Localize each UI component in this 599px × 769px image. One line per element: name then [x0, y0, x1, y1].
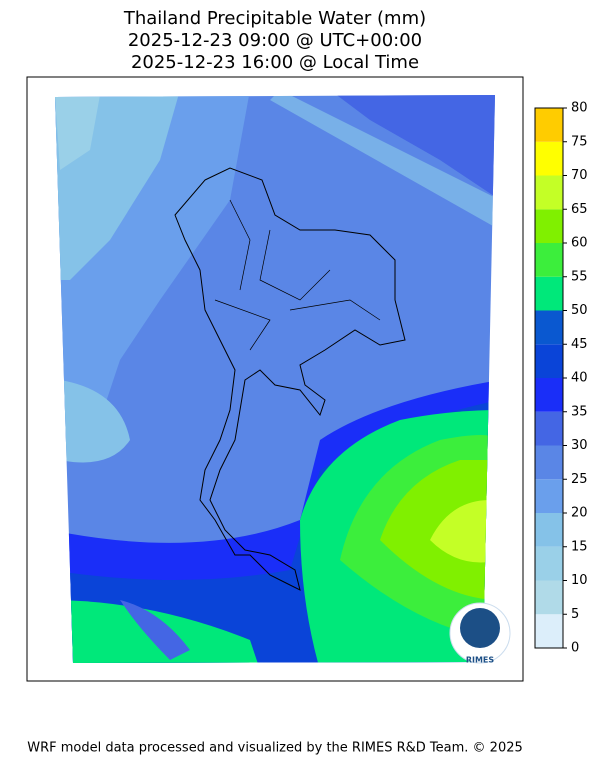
colorbar-tick-label: 25: [571, 472, 588, 487]
logo-globe: [460, 608, 500, 648]
colorbar-tick-label: 35: [571, 404, 588, 419]
colorbar-tick-label: 60: [571, 236, 588, 251]
colorbar-segment: [535, 141, 563, 176]
colorbar-segment: [535, 479, 563, 513]
colorbar-segment: [535, 546, 563, 581]
province-borders: [214, 199, 381, 351]
colorbar-tick-label: 75: [571, 134, 588, 149]
country-outline: [174, 167, 406, 591]
colorbar-tick-label: 20: [571, 506, 588, 521]
title-line: 2025-12-23 09:00 @ UTC+00:00: [128, 30, 422, 51]
footer: WRF model data processed and visualized …: [27, 741, 523, 756]
logo-text: RIMES: [466, 656, 495, 665]
colorbar-tick-label: 40: [571, 371, 588, 386]
colorbar-tick-label: 30: [571, 438, 588, 453]
colorbar-segment: [535, 175, 563, 210]
colorbar-segment: [535, 378, 563, 412]
colorbar-tick-label: 50: [571, 303, 588, 318]
colorbar-segment: [535, 411, 563, 446]
title-line: 2025-12-23 16:00 @ Local Time: [131, 52, 419, 73]
colorbar-tick-label: 55: [571, 269, 588, 284]
title-line: Thailand Precipitable Water (mm): [123, 8, 426, 29]
colorbar-segment: [535, 445, 563, 480]
colorbar-tick-label: 5: [571, 607, 579, 622]
colorbar-segment: [535, 209, 563, 243]
colorbar-tick-label: 15: [571, 539, 588, 554]
colorbar: 0 5 10 15 20 25 30 35 40 45 50 55 60 65 70 75 80: [534, 101, 588, 656]
colorbar-tick-label: 70: [571, 168, 588, 183]
colorbar-segment: [535, 614, 563, 648]
colorbar-tick-label: 45: [571, 337, 588, 352]
colorbar-tick-label: 10: [571, 573, 588, 588]
colorbar-segment: [535, 513, 563, 547]
colorbar-segment: [535, 276, 563, 311]
colorbar-segment: [535, 108, 563, 142]
colorbar-segment: [535, 310, 563, 345]
colorbar-segment: [535, 580, 563, 615]
colorbar-tick-label: 80: [571, 101, 588, 116]
colorbar-segment: [535, 243, 563, 277]
map-field: [55, 95, 495, 663]
colorbar-segment: [535, 344, 563, 378]
colorbar-tick-label: 0: [571, 641, 579, 656]
colorbar-tick-label: 65: [571, 202, 588, 217]
